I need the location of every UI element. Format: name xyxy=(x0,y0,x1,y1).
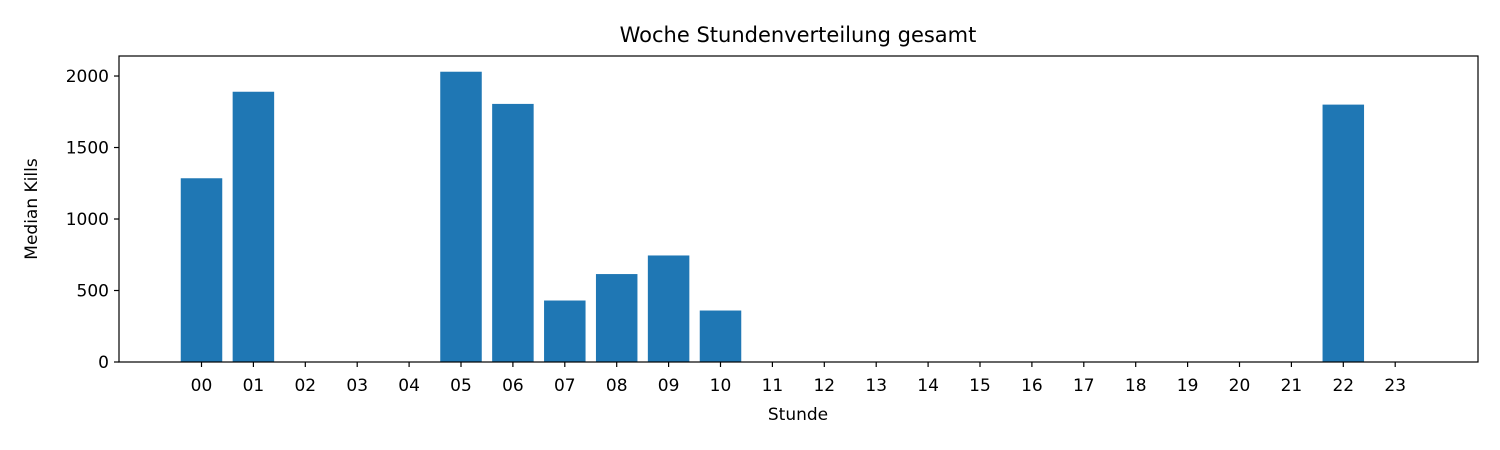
bar-10 xyxy=(699,310,742,362)
x-tick-label-00: 00 xyxy=(191,376,213,396)
bar-01 xyxy=(232,91,275,362)
x-tick-label-20: 20 xyxy=(1229,376,1251,396)
plot-area-frame xyxy=(118,55,1479,363)
x-tick-label-10: 10 xyxy=(710,376,732,396)
x-axis-ticks: 00 01 02 03 04 05 06 07 08 09 10 11 12 13 14 15 16 17 18 19… xyxy=(191,362,1406,396)
x-tick-label-23: 23 xyxy=(1384,376,1406,396)
y-axis-ticks: 0 500 1000 1500 2000 xyxy=(66,67,119,373)
x-tick-label-02: 02 xyxy=(294,376,316,396)
x-axis-label: Stunde xyxy=(768,405,828,425)
bar-22 xyxy=(1322,104,1365,362)
bar-00 xyxy=(180,178,223,362)
x-tick-label-16: 16 xyxy=(1021,376,1043,396)
x-tick-label-07: 07 xyxy=(554,376,576,396)
bar-08 xyxy=(595,274,638,362)
x-tick-label-13: 13 xyxy=(865,376,887,396)
bar-07 xyxy=(544,300,586,362)
x-tick-label-22: 22 xyxy=(1332,376,1354,396)
x-tick-label-03: 03 xyxy=(346,376,368,396)
x-tick-label-14: 14 xyxy=(917,376,939,396)
bar-09 xyxy=(647,255,690,362)
x-tick-label-04: 04 xyxy=(398,376,420,396)
y-tick-label-2000: 2000 xyxy=(66,67,109,87)
y-tick-label-1000: 1000 xyxy=(66,210,109,230)
x-tick-label-19: 19 xyxy=(1177,376,1199,396)
y-tick-label-0: 0 xyxy=(98,353,109,373)
y-tick-label-500: 500 xyxy=(77,282,109,302)
y-tick-label-1500: 1500 xyxy=(66,139,109,159)
x-tick-label-21: 21 xyxy=(1281,376,1303,396)
bar-06 xyxy=(492,103,534,363)
bars-group xyxy=(180,71,1365,363)
y-axis-label: Median Kills xyxy=(22,158,42,260)
x-tick-label-15: 15 xyxy=(969,376,991,396)
x-tick-label-09: 09 xyxy=(658,376,680,396)
bar-05 xyxy=(440,71,482,362)
x-tick-label-05: 05 xyxy=(450,376,472,396)
x-tick-label-08: 08 xyxy=(606,376,628,396)
x-tick-label-17: 17 xyxy=(1073,376,1095,396)
x-tick-label-06: 06 xyxy=(502,376,524,396)
chart-title: Woche Stundenverteilung gesamt xyxy=(620,23,977,47)
x-tick-label-12: 12 xyxy=(813,376,835,396)
x-tick-label-01: 01 xyxy=(243,376,265,396)
x-tick-label-11: 11 xyxy=(762,376,784,396)
x-tick-label-18: 18 xyxy=(1125,376,1147,396)
